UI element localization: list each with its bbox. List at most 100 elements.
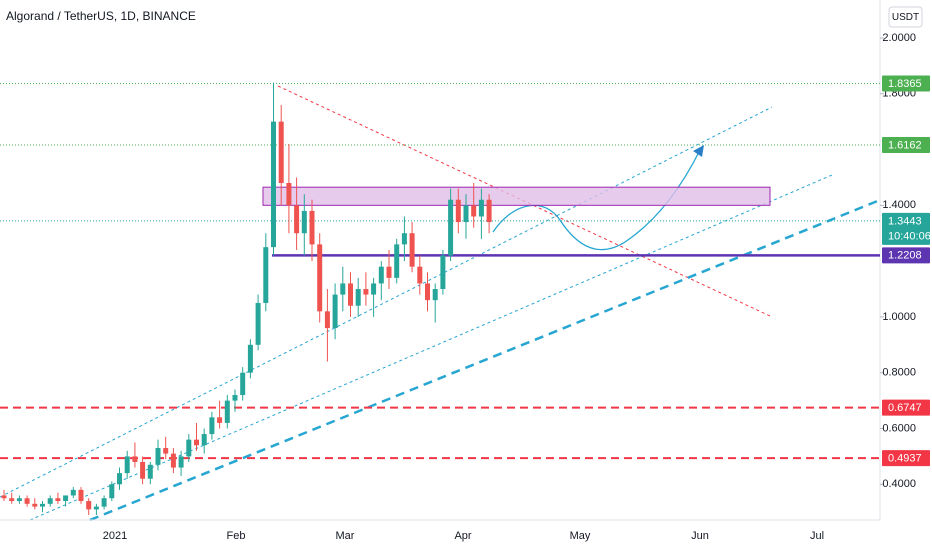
candle-body xyxy=(255,302,261,345)
x-tick-label: Jul xyxy=(810,530,824,542)
candle-body xyxy=(432,289,438,301)
x-tick-label: Apr xyxy=(454,530,471,542)
candle-body xyxy=(47,498,53,504)
candle-body xyxy=(378,266,384,284)
price-label-bg xyxy=(882,399,930,416)
candle-body xyxy=(471,205,477,217)
y-tick-label: 0.4000 xyxy=(882,478,916,490)
candle-body xyxy=(93,506,99,510)
candle-body xyxy=(24,498,30,504)
candle-body xyxy=(332,294,338,329)
candle-body xyxy=(163,448,169,454)
currency-label[interactable]: USDT xyxy=(892,12,919,23)
candle-body xyxy=(448,199,454,256)
candle-body xyxy=(209,417,215,435)
countdown: 10:40:06 xyxy=(888,230,931,242)
price-label: 0.6747 xyxy=(888,402,922,414)
candle-body xyxy=(16,498,22,502)
price-label-bg xyxy=(882,212,930,245)
price-label-bg xyxy=(882,247,930,264)
candle-body xyxy=(240,372,246,396)
candle-body xyxy=(9,498,15,502)
channel-lower xyxy=(29,174,833,521)
candle-body xyxy=(40,503,45,507)
candle-body xyxy=(194,439,199,446)
candle-body xyxy=(224,400,230,423)
candle-body xyxy=(117,473,122,485)
y-tick-label: 2.0000 xyxy=(882,32,916,44)
x-tick-label: Jun xyxy=(691,530,709,542)
candle-body xyxy=(301,210,307,234)
candle-body xyxy=(86,501,92,510)
candle-body xyxy=(409,233,415,267)
chart-title: Algorand / TetherUS, 1D, BINANCE xyxy=(6,9,196,23)
candle-body xyxy=(394,244,400,278)
candle-body xyxy=(317,244,323,312)
candle-body xyxy=(78,489,84,502)
candle-body xyxy=(147,464,153,479)
x-tick-label: Mar xyxy=(336,530,355,542)
y-tick-label: 1.4000 xyxy=(882,199,916,211)
price-label-bg xyxy=(882,450,930,467)
candle-body xyxy=(124,456,130,474)
candle-body xyxy=(101,498,107,507)
price-label: 1.3443 xyxy=(888,215,922,227)
candle-body xyxy=(417,266,423,284)
x-tick-label: May xyxy=(570,530,591,542)
candle-body xyxy=(217,417,223,423)
candle-body xyxy=(278,121,284,184)
candle-body xyxy=(263,247,269,303)
channel-upper xyxy=(0,106,773,498)
price-label-bg xyxy=(882,137,930,154)
candle-body xyxy=(201,434,207,446)
arrow-head xyxy=(693,145,704,157)
support-trendline xyxy=(89,198,881,522)
price-label: 1.8365 xyxy=(888,78,922,90)
candle-body xyxy=(294,205,300,234)
x-tick-label: 2021 xyxy=(103,530,127,542)
price-label: 1.2208 xyxy=(888,250,922,262)
candle-body xyxy=(286,183,292,206)
candle-body xyxy=(140,461,146,479)
candle-body xyxy=(247,344,253,373)
candle-body xyxy=(70,489,76,496)
candle-body xyxy=(401,233,407,245)
price-label: 0.4937 xyxy=(888,453,922,465)
candle-body xyxy=(371,283,377,295)
candle-body xyxy=(486,199,492,223)
currency-button[interactable] xyxy=(888,6,923,28)
candle-body xyxy=(170,453,176,468)
candle-body xyxy=(32,503,38,507)
candle-body xyxy=(1,495,7,499)
candle-body xyxy=(455,199,461,223)
price-label: 1.6162 xyxy=(888,139,922,151)
drawings xyxy=(0,85,881,522)
candle-body xyxy=(271,121,276,248)
candle-body xyxy=(55,498,61,502)
candle-body xyxy=(340,283,346,295)
candle-body xyxy=(132,456,138,462)
candle-body xyxy=(355,289,361,306)
y-tick-label: 0.8000 xyxy=(882,367,916,379)
x-tick-label: Feb xyxy=(227,530,246,542)
candle-body xyxy=(463,205,469,223)
y-tick-label: 1.0000 xyxy=(882,311,916,323)
candle-body xyxy=(186,439,192,457)
candle-body xyxy=(63,495,69,502)
candle-body xyxy=(155,448,161,465)
candle-body xyxy=(363,289,369,295)
y-tick-label: 0.6000 xyxy=(882,422,916,434)
candle-body xyxy=(478,199,484,217)
resistance-zone xyxy=(262,186,771,206)
candle-body xyxy=(109,484,115,499)
candle-body xyxy=(232,395,238,401)
candle-body xyxy=(309,210,315,245)
price-label-bg xyxy=(882,75,930,92)
candle-body xyxy=(440,255,446,290)
candle-body xyxy=(425,283,430,301)
candle-body xyxy=(386,266,392,278)
candle-body xyxy=(324,311,330,329)
candle-body xyxy=(178,456,184,468)
